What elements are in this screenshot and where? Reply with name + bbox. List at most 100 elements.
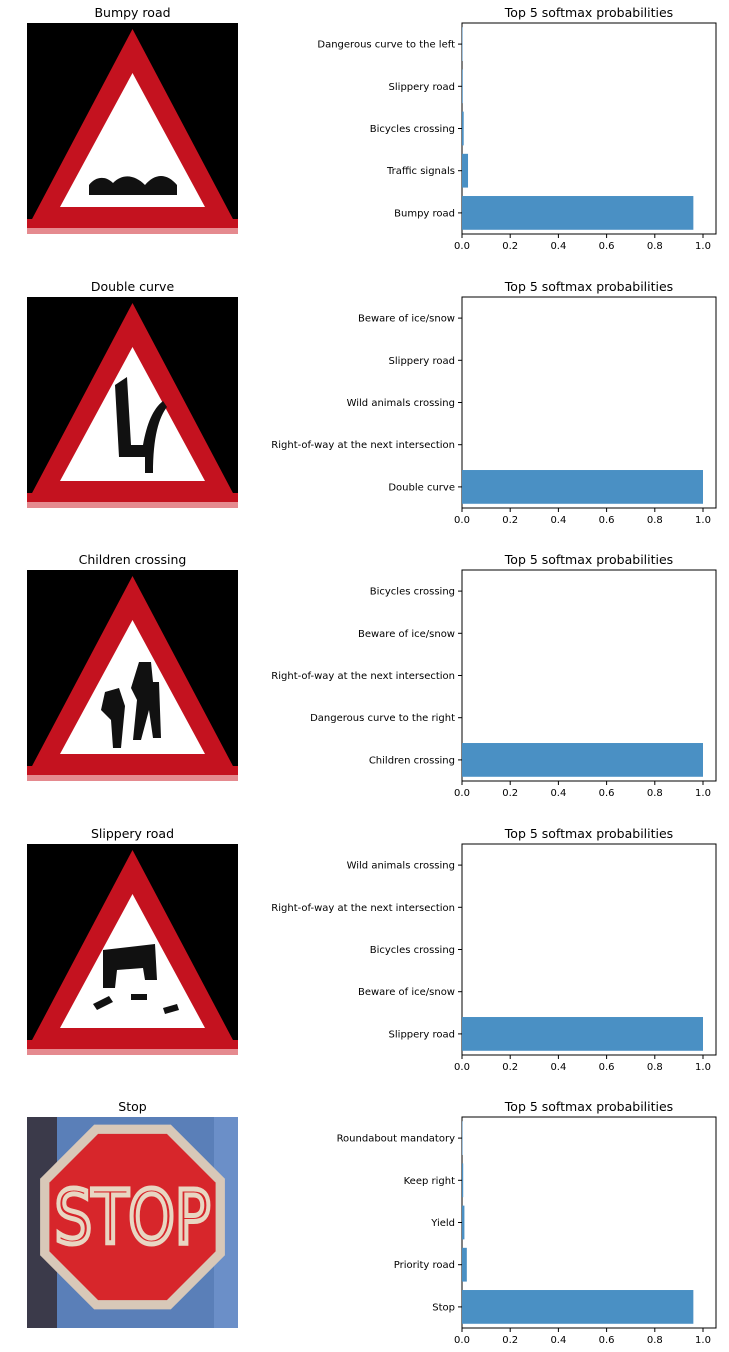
sign-bottom-edge bbox=[27, 502, 238, 508]
bumpy-road-icon bbox=[89, 176, 177, 195]
bar bbox=[462, 1247, 467, 1282]
chart-title: Top 5 softmax probabilities bbox=[504, 279, 673, 294]
image-title: Children crossing bbox=[79, 552, 187, 567]
bar bbox=[462, 1205, 465, 1240]
y-tick-label: Right-of-way at the next intersection bbox=[271, 903, 455, 914]
y-tick-label: Right-of-way at the next intersection bbox=[271, 440, 455, 451]
y-tick-label: Traffic signals bbox=[386, 166, 455, 177]
x-tick-label: 1.0 bbox=[695, 515, 711, 526]
x-tick-label: 0.0 bbox=[454, 788, 470, 799]
sign-bottom-edge bbox=[27, 775, 238, 781]
x-tick-label: 0.8 bbox=[647, 515, 663, 526]
y-tick-label: Priority road bbox=[394, 1260, 455, 1271]
image-title: Slippery road bbox=[91, 826, 174, 841]
y-tick-label: Roundabout mandatory bbox=[337, 1134, 456, 1145]
child-figure-icon bbox=[101, 688, 125, 748]
x-tick-label: 0.0 bbox=[454, 515, 470, 526]
y-tick-label: Beware of ice/snow bbox=[358, 314, 455, 325]
stop-octagon bbox=[49, 1133, 216, 1301]
chart-title: Top 5 softmax probabilities bbox=[504, 552, 673, 567]
bar bbox=[462, 196, 694, 230]
x-tick-label: 0.2 bbox=[502, 1062, 518, 1073]
x-tick-label: 0.0 bbox=[454, 1062, 470, 1073]
sign-bottom-edge bbox=[27, 228, 238, 234]
bar bbox=[462, 1017, 703, 1051]
x-tick-label: 1.0 bbox=[695, 788, 711, 799]
panel-2: Double curve Top 5 softmax probabilities D… bbox=[27, 279, 717, 526]
x-tick-label: 0.2 bbox=[502, 241, 518, 252]
stop-sign-text: STOP bbox=[55, 1175, 211, 1261]
slippery-car-icon bbox=[103, 944, 157, 988]
x-tick-label: 0.4 bbox=[550, 1335, 566, 1346]
image-title: Stop bbox=[118, 1099, 146, 1114]
y-tick-label: Children crossing bbox=[369, 755, 455, 766]
chart-title: Top 5 softmax probabilities bbox=[504, 1099, 673, 1114]
y-tick-label: Bicycles crossing bbox=[370, 945, 455, 956]
panel-3: Children crossing Top 5 softmax probabili… bbox=[27, 552, 717, 799]
x-tick-label: 0.4 bbox=[550, 1062, 566, 1073]
triangle-inner bbox=[60, 347, 205, 481]
panel-1: Bumpy road Top 5 softmax probabilities Bum… bbox=[27, 5, 717, 252]
y-tick-label: Keep right bbox=[404, 1176, 455, 1187]
sign-bottom-edge bbox=[27, 1049, 238, 1055]
x-tick-label: 0.8 bbox=[647, 1335, 663, 1346]
bar bbox=[462, 1163, 464, 1198]
x-tick-label: 0.8 bbox=[647, 788, 663, 799]
x-tick-label: 0.8 bbox=[647, 1062, 663, 1073]
x-tick-label: 0.6 bbox=[599, 515, 615, 526]
y-tick-label: Right-of-way at the next intersection bbox=[271, 671, 455, 682]
y-tick-label: Wild animals crossing bbox=[347, 398, 455, 409]
bar bbox=[462, 69, 463, 104]
bar bbox=[462, 743, 703, 777]
sign-bottom-band bbox=[27, 219, 238, 228]
y-tick-label: Bicycles crossing bbox=[370, 124, 455, 135]
panel-5: Stop STOP Top 5 softmax probabilities Stop P… bbox=[27, 1099, 717, 1346]
bar bbox=[462, 111, 464, 146]
bar-chart: Top 5 softmax probabilities Children cros… bbox=[271, 552, 717, 799]
bar bbox=[462, 153, 469, 188]
x-tick-label: 0.8 bbox=[647, 241, 663, 252]
bar bbox=[462, 1290, 694, 1324]
x-tick-label: 1.0 bbox=[695, 1062, 711, 1073]
bar-chart: Top 5 softmax probabilities Slippery road… bbox=[271, 826, 717, 1073]
x-tick-label: 0.2 bbox=[502, 515, 518, 526]
bar-chart: Top 5 softmax probabilities Stop Priority … bbox=[337, 1099, 717, 1346]
y-tick-label: Beware of ice/snow bbox=[358, 987, 455, 998]
y-tick-label: Slippery road bbox=[389, 1029, 455, 1040]
y-tick-label: Bumpy road bbox=[394, 208, 455, 219]
x-tick-label: 0.6 bbox=[599, 1335, 615, 1346]
x-tick-label: 0.6 bbox=[599, 1062, 615, 1073]
chart-title: Top 5 softmax probabilities bbox=[504, 826, 673, 841]
y-tick-label: Dangerous curve to the left bbox=[317, 40, 455, 51]
skid-marks-icon bbox=[93, 994, 179, 1014]
x-tick-label: 0.4 bbox=[550, 515, 566, 526]
children-crossing-icon bbox=[131, 662, 161, 740]
x-tick-label: 0.4 bbox=[550, 241, 566, 252]
x-tick-label: 0.0 bbox=[454, 1335, 470, 1346]
x-tick-label: 0.4 bbox=[550, 788, 566, 799]
y-tick-label: Dangerous curve to the right bbox=[310, 713, 455, 724]
y-tick-label: Double curve bbox=[388, 482, 455, 493]
y-tick-label: Bicycles crossing bbox=[370, 587, 455, 598]
x-tick-label: 0.6 bbox=[599, 788, 615, 799]
x-tick-label: 1.0 bbox=[695, 1335, 711, 1346]
y-tick-label: Yield bbox=[430, 1218, 455, 1229]
bar-chart: Top 5 softmax probabilities Bumpy road Tra… bbox=[317, 5, 717, 252]
x-tick-label: 0.2 bbox=[502, 1335, 518, 1346]
y-tick-label: Beware of ice/snow bbox=[358, 629, 455, 640]
double-curve-icon bbox=[115, 377, 167, 473]
x-tick-label: 0.2 bbox=[502, 788, 518, 799]
image-title: Double curve bbox=[91, 279, 175, 294]
y-tick-label: Slippery road bbox=[389, 356, 455, 367]
triangle-inner bbox=[60, 73, 205, 207]
sign-bottom-band bbox=[27, 493, 238, 502]
x-tick-label: 1.0 bbox=[695, 241, 711, 252]
y-tick-label: Wild animals crossing bbox=[347, 861, 455, 872]
y-tick-label: Stop bbox=[432, 1302, 455, 1313]
x-tick-label: 0.6 bbox=[599, 241, 615, 252]
y-tick-label: Slippery road bbox=[389, 82, 455, 93]
panel-4: Slippery road Top 5 softmax probabilities… bbox=[27, 826, 717, 1073]
sign-bottom-band bbox=[27, 766, 238, 775]
sign-bottom-band bbox=[27, 1040, 238, 1049]
